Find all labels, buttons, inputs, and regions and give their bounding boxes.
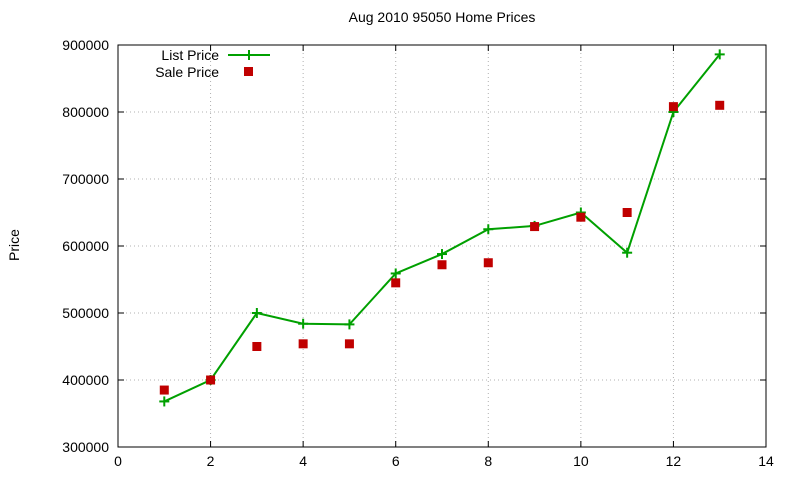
x-tick-label: 2 <box>207 453 215 469</box>
y-tick-label: 400000 <box>62 372 109 388</box>
legend: List Price Sale Price <box>143 46 272 80</box>
y-tick-label: 700000 <box>62 171 109 187</box>
sale-price-point <box>576 212 586 222</box>
y-tick-label: 900000 <box>62 37 109 53</box>
chart-title: Aug 2010 95050 Home Prices <box>348 9 536 25</box>
sale-price-point <box>206 375 216 385</box>
sale-price-point <box>437 260 447 270</box>
sale-price-point <box>530 222 540 232</box>
y-tick-label: 300000 <box>62 439 109 455</box>
x-tick-label: 8 <box>484 453 492 469</box>
x-tick-label: 12 <box>666 453 682 469</box>
legend-item-list-price: List Price <box>143 46 272 63</box>
x-tick-label: 14 <box>758 453 774 469</box>
x-tick-label: 6 <box>392 453 400 469</box>
x-tick-label: 4 <box>299 453 307 469</box>
sale-price-point <box>715 100 725 110</box>
sale-price-point <box>483 258 493 268</box>
legend-label-list-price: List Price <box>161 46 219 63</box>
sale-price-point <box>391 278 401 288</box>
sale-price-point <box>668 102 678 112</box>
x-tick-label: 0 <box>114 453 122 469</box>
sale-price-point <box>298 339 308 349</box>
legend-item-sale-price: Sale Price <box>143 63 272 80</box>
list-price-line <box>163 53 721 403</box>
line-plus-sample-icon <box>228 49 270 60</box>
sale-price-point <box>159 385 169 395</box>
legend-label-sale-price: Sale Price <box>155 63 219 80</box>
sale-price-point <box>344 339 354 349</box>
y-tick-label: 800000 <box>62 104 109 120</box>
x-tick-label: 10 <box>573 453 589 469</box>
sale-price-point <box>252 342 262 351</box>
y-tick-label: 600000 <box>62 238 109 254</box>
y-tick-label: 500000 <box>62 305 109 321</box>
square-sample-icon <box>244 66 253 76</box>
sale-price-point <box>622 208 632 217</box>
